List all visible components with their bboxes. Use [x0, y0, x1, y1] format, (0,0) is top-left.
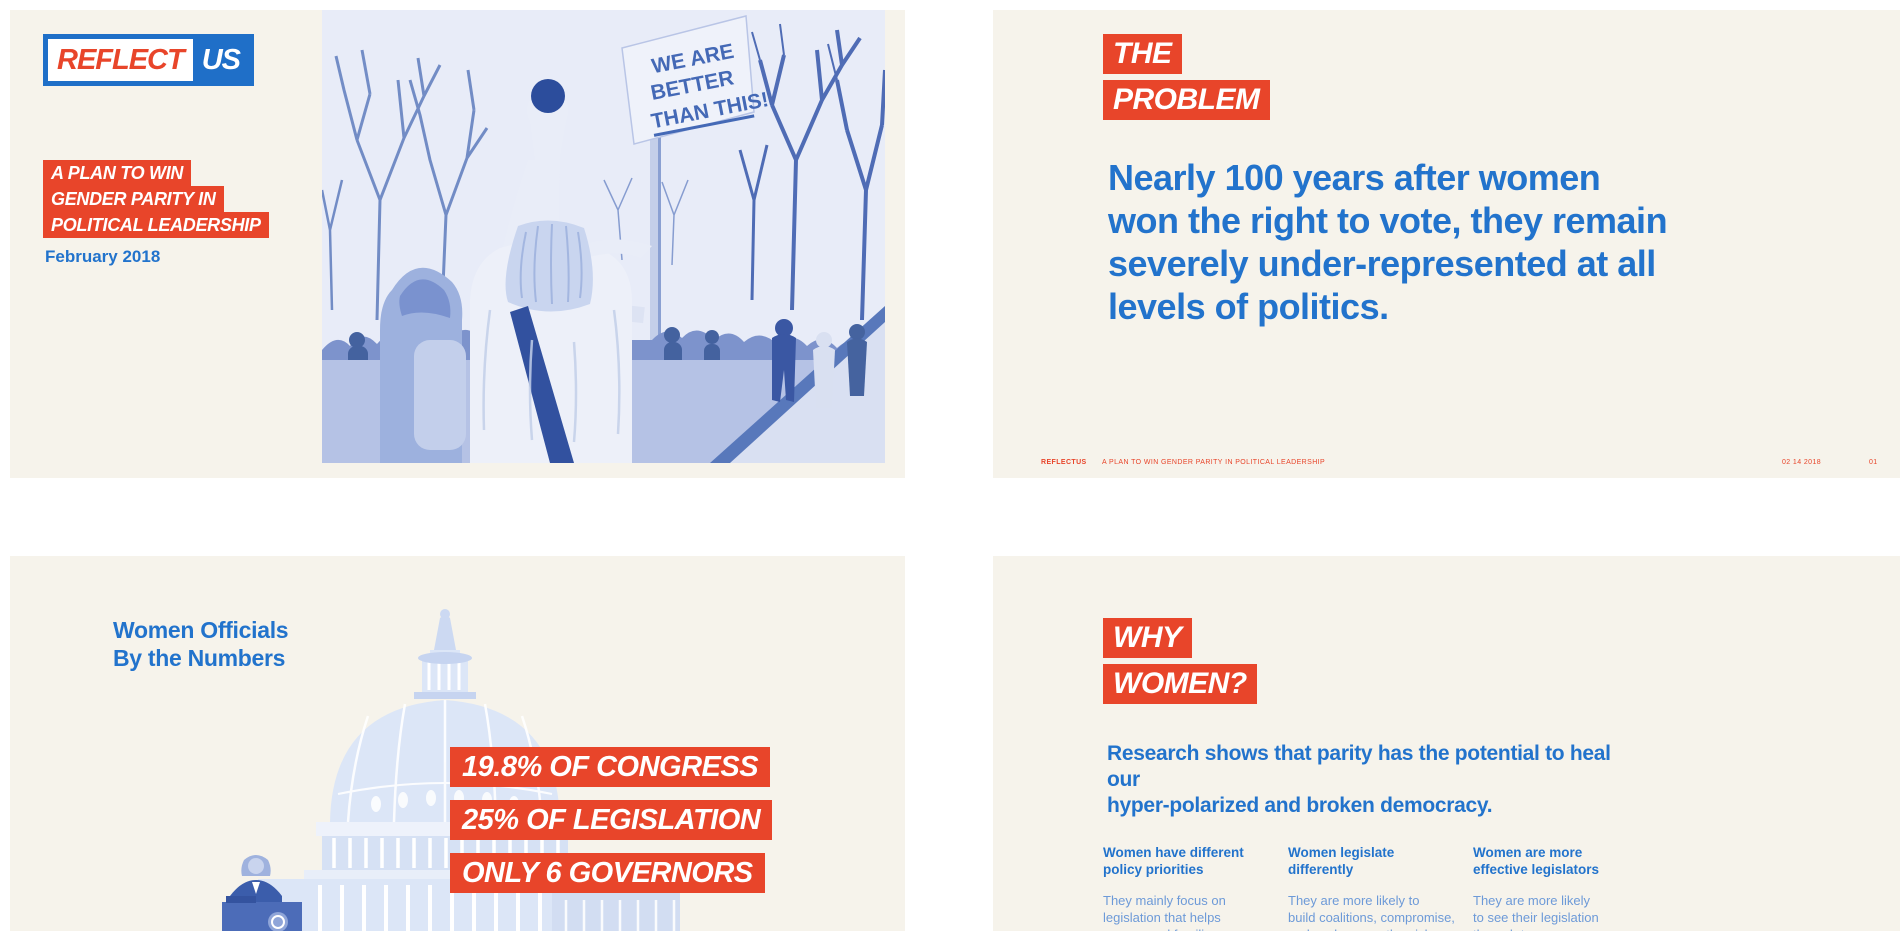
column-title: Women legislate differently — [1288, 845, 1395, 877]
cover-title-line: A PLAN TO WIN — [43, 160, 192, 186]
footer-brand: REFLECTUS — [1041, 459, 1087, 466]
statue — [430, 609, 460, 658]
problem-heading-line: PROBLEM — [1103, 80, 1270, 120]
bag-strap — [510, 306, 574, 463]
curb — [710, 306, 885, 463]
walking-figures — [772, 319, 867, 408]
capitol-illustration — [222, 609, 680, 931]
stat-governors: ONLY 6 GOVERNORS — [450, 853, 765, 893]
protest-sign: WE ARE BETTER THAN THIS! — [621, 15, 770, 145]
trees-left — [322, 49, 489, 321]
column-body: They mainly focus on legislation that he… — [1103, 893, 1226, 931]
problem-heading: THE PROBLEM — [1103, 34, 1270, 126]
numbers-heading: Women Officials By the Numbers — [113, 617, 289, 671]
hair — [505, 220, 593, 312]
why-column-more-effective: Women are more effective legislators The… — [1473, 844, 1645, 931]
footer-deck-title: A PLAN TO WIN GENDER PARITY IN POLITICAL… — [1102, 459, 1326, 466]
problem-statement: Nearly 100 years after women won the rig… — [1108, 157, 1668, 327]
stat-legislation: 25% OF LEGISLATION — [450, 800, 773, 840]
problem-heading-line: THE — [1103, 34, 1182, 74]
why-column-policy-priorities: Women have different policy priorities T… — [1103, 844, 1275, 931]
column-title: Women have different policy priorities — [1103, 845, 1244, 877]
stat-congress: 19.8% OF CONGRESS — [450, 747, 771, 787]
protest-photo: WE ARE BETTER THAN THIS! — [322, 10, 885, 463]
footer-page-number: 01 — [1869, 459, 1878, 466]
podium-speaker-illustration — [222, 855, 302, 931]
slide-why-women: WHY WOMEN? Research shows that parity ha… — [993, 556, 1900, 931]
reflect-us-logo: REFLECT US — [43, 34, 255, 86]
slide-footer: REFLECTUS A PLAN TO WIN GENDER PARITY IN… — [993, 459, 1900, 473]
column-body: They are more likely to see their legisl… — [1473, 893, 1599, 931]
column-title: Women are more effective legislators — [1473, 845, 1600, 877]
column-body: They are more likely to build coalitions… — [1288, 893, 1455, 931]
companion-figure — [380, 267, 466, 463]
slide-cover: REFLECT US A PLAN TO WIN GENDER PARITY I… — [10, 10, 905, 478]
slide-by-the-numbers: Women Officials By the Numbers — [10, 556, 905, 931]
trees-right — [738, 23, 885, 321]
why-heading: WHY WOMEN? — [1103, 618, 1257, 710]
why-intro: Research shows that parity has the poten… — [1107, 742, 1611, 817]
why-heading-line: WOMEN? — [1103, 664, 1257, 704]
logo-reflect-text: REFLECT — [48, 39, 193, 81]
slide-the-problem: THE PROBLEM Nearly 100 years after women… — [993, 10, 1900, 478]
central-figure — [470, 79, 652, 463]
cover-title-line: GENDER PARITY IN — [43, 186, 224, 212]
stats-list: 19.8% OF CONGRESS 25% OF LEGISLATION ONL… — [450, 747, 773, 906]
why-column-legislate-differently: Women legislate differently They are mor… — [1288, 844, 1460, 931]
sign-post — [650, 130, 661, 350]
cover-title-line: POLITICAL LEADERSHIP — [43, 212, 269, 238]
cover-date: February 2018 — [45, 247, 161, 266]
cover-title: A PLAN TO WIN GENDER PARITY IN POLITICAL… — [43, 160, 269, 238]
logo-us-text: US — [192, 39, 250, 81]
why-heading-line: WHY — [1103, 618, 1192, 658]
footer-date: 02 14 2018 — [1782, 459, 1822, 466]
